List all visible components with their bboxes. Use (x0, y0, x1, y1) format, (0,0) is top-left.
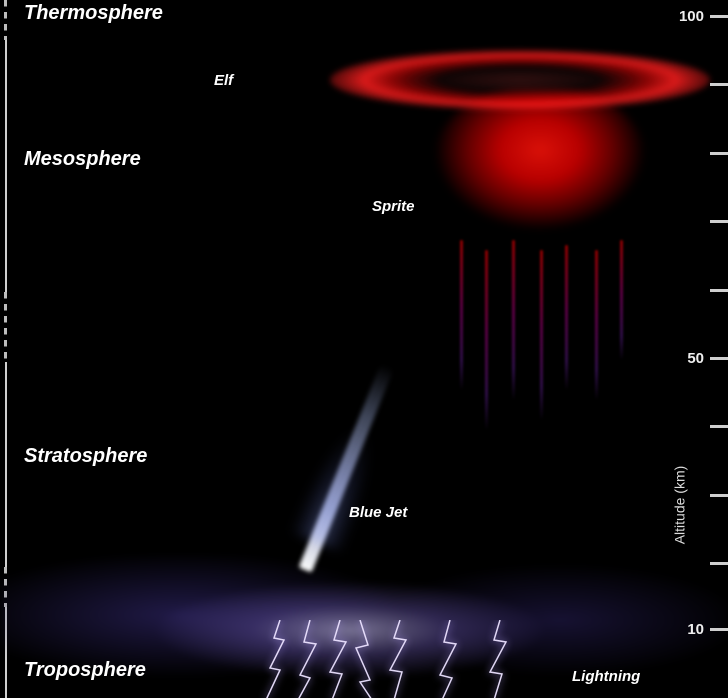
layer-label-troposphere: Troposphere (24, 659, 146, 682)
phenom-label-lightning: Lightning (572, 668, 640, 685)
axis-tick-minor (710, 152, 728, 155)
layer-label-thermosphere: Thermosphere (24, 2, 163, 25)
phenom-label-sprite: Sprite (372, 198, 415, 215)
sprite-tendril (460, 240, 463, 390)
sprite-tendril (620, 240, 623, 360)
diagram-stage: Thermosphere Mesosphere Stratosphere Tro… (0, 0, 728, 698)
left-guide-solid-2 (5, 362, 7, 567)
phenom-label-elf: Elf (214, 72, 233, 89)
sprite-tendril (485, 250, 488, 430)
axis-tick-minor (710, 494, 728, 497)
lightning-bolts (250, 620, 570, 698)
left-guide-solid (5, 40, 7, 292)
axis-tick (710, 357, 728, 360)
sprite-tendril (512, 240, 515, 400)
axis-tick-minor (710, 562, 728, 565)
axis-title: Altitude (km) (671, 466, 687, 545)
sprite-tendril (595, 250, 598, 400)
sprite-tendril (540, 250, 543, 420)
layer-label-stratosphere: Stratosphere (24, 445, 147, 468)
axis-tick (710, 628, 728, 631)
axis-tick-label-50: 50 (687, 350, 704, 367)
axis-tick-label-100: 100 (679, 8, 704, 25)
left-guide-top (4, 0, 7, 40)
axis-tick-minor (710, 83, 728, 86)
axis-tick-minor (710, 289, 728, 292)
axis-tick-label-10: 10 (687, 621, 704, 638)
axis-tick (710, 15, 728, 18)
left-guide-mid (4, 292, 7, 362)
axis-tick-minor (710, 425, 728, 428)
layer-label-mesosphere: Mesosphere (24, 148, 141, 171)
sprite-tendril (565, 245, 568, 390)
axis-tick-minor (710, 220, 728, 223)
phenom-label-bluejet: Blue Jet (349, 504, 407, 521)
